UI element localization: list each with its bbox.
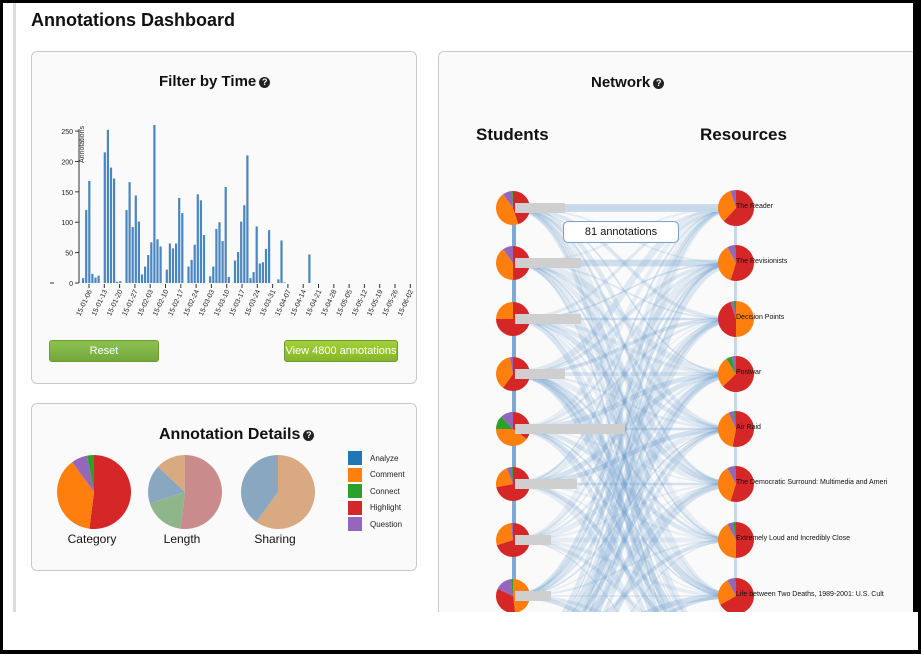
legend-item-comment[interactable]: Comment xyxy=(348,467,405,484)
resource-label[interactable]: The Democratic Surround: Multimedia and … xyxy=(736,479,888,486)
pie-label-length: Length xyxy=(163,532,201,546)
legend-label: Question xyxy=(370,519,403,529)
view-annotations-button[interactable]: View 4800 annotations xyxy=(284,340,398,362)
dashboard-frame: Annotations Dashboard Filter by Time? 0 5… xyxy=(3,3,913,612)
help-icon[interactable]: ? xyxy=(303,430,315,441)
bottom-strip xyxy=(3,612,918,650)
page-title: Annotations Dashboard xyxy=(31,10,236,30)
legend-label: Comment xyxy=(370,470,405,480)
student-node[interactable] xyxy=(495,357,565,392)
legend-item-question[interactable]: Question xyxy=(348,516,405,533)
resource-node[interactable] xyxy=(717,356,754,392)
resource-node[interactable] xyxy=(717,301,754,337)
resource-node[interactable] xyxy=(718,522,754,558)
resource-label[interactable]: The Reader xyxy=(736,203,773,210)
comment-swatch xyxy=(348,467,362,482)
student-resource-network[interactable] xyxy=(3,3,913,612)
resource-node[interactable] xyxy=(717,466,754,502)
svg-text:Annotations: Annotations xyxy=(79,126,86,163)
student-node[interactable] xyxy=(495,523,551,558)
legend-label: Connect xyxy=(370,486,400,496)
svg-text:150: 150 xyxy=(61,190,73,197)
student-node[interactable] xyxy=(496,246,581,280)
student-node[interactable] xyxy=(496,191,565,225)
legend-item-connect[interactable]: Connect xyxy=(348,483,405,500)
student-node[interactable] xyxy=(496,302,581,336)
svg-text:200: 200 xyxy=(61,159,73,166)
student-node[interactable] xyxy=(496,412,625,446)
legend-item-highlight[interactable]: Highlight xyxy=(348,500,405,517)
resource-label[interactable]: Postwar xyxy=(736,369,762,376)
details-title-text: Annotation Details xyxy=(159,426,301,443)
pie-label-sharing: Sharing xyxy=(254,532,296,546)
students-heading: Students xyxy=(476,125,549,144)
reset-button[interactable]: Reset xyxy=(49,340,159,362)
resource-label[interactable]: Life between Two Deaths, 1989-2001: U.S.… xyxy=(736,591,884,598)
question-swatch xyxy=(348,517,362,532)
detail-pies xyxy=(56,455,316,529)
network-panel-title: Network? xyxy=(591,74,665,91)
help-icon[interactable]: ? xyxy=(259,77,271,88)
edge-tooltip: 81 annotations xyxy=(563,221,679,243)
pie-label-category: Category xyxy=(67,532,117,546)
legend-item-analyze[interactable]: Analyze xyxy=(348,450,405,467)
svg-text:50: 50 xyxy=(65,251,73,258)
analyze-swatch xyxy=(348,451,362,466)
connect-swatch xyxy=(348,484,362,499)
help-icon[interactable]: ? xyxy=(653,78,665,89)
category-legend: Analyze Comment Connect Highlight Questi… xyxy=(348,450,405,533)
legend-label: Analyze xyxy=(370,453,399,463)
highlight-swatch xyxy=(348,500,362,515)
resource-node[interactable] xyxy=(718,578,754,612)
resources-heading: Resources xyxy=(700,125,787,144)
svg-text:250: 250 xyxy=(61,129,73,136)
resource-node[interactable] xyxy=(718,190,755,227)
filter-by-time-panel: Filter by Time? 0 50 100 150 200 250 Annotatio… xyxy=(31,51,417,384)
details-panel-title: Annotation Details? xyxy=(159,426,315,444)
svg-text:0: 0 xyxy=(69,281,73,288)
filter-title-text: Filter by Time xyxy=(159,73,257,90)
resource-label[interactable]: Decision Points xyxy=(736,314,785,321)
svg-text:100: 100 xyxy=(61,220,73,227)
left-divider xyxy=(13,3,16,612)
resource-node[interactable] xyxy=(718,410,754,447)
student-node[interactable] xyxy=(496,579,551,612)
legend-label: Highlight xyxy=(370,503,402,513)
resource-label[interactable]: Air Raid xyxy=(736,424,761,431)
annotation-details-panel: Annotation Details? Category Length Shar… xyxy=(31,403,417,571)
resource-node[interactable] xyxy=(717,245,754,281)
student-node[interactable] xyxy=(496,467,577,501)
network-title-text: Network xyxy=(591,74,651,91)
filter-panel-title: Filter by Time? xyxy=(159,73,271,90)
resource-label[interactable]: Extremely Loud and Incredibly Close xyxy=(736,535,851,542)
network-panel: Network? Students Resources xyxy=(438,51,913,612)
resource-label[interactable]: The Revisionists xyxy=(736,258,788,265)
